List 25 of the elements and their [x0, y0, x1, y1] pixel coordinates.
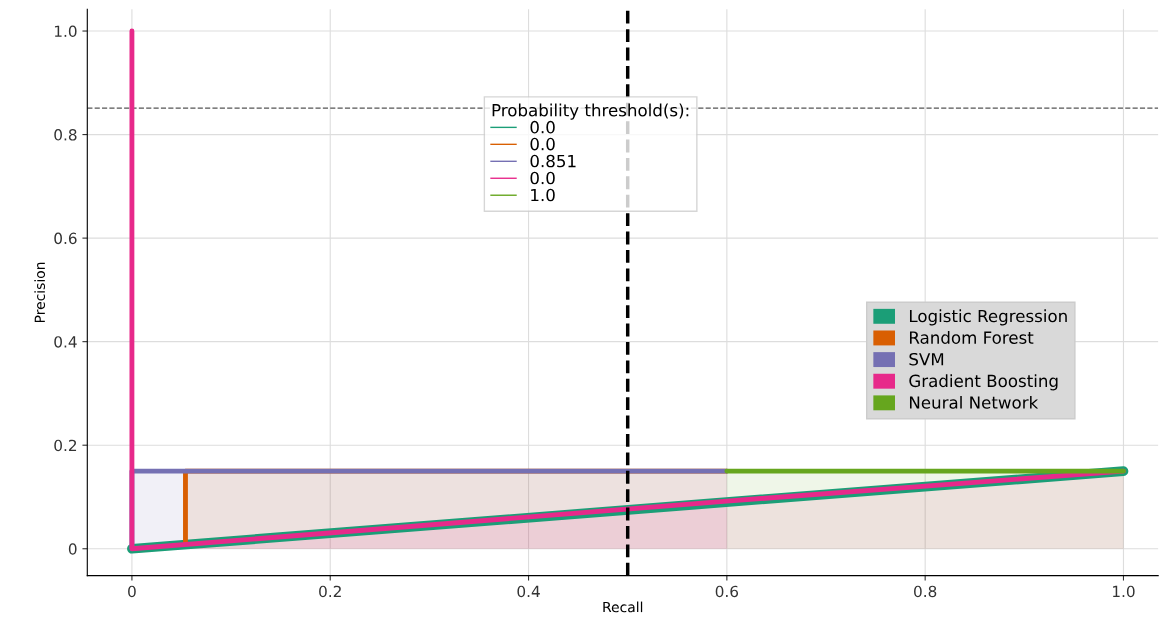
y-axis-title: Precision	[34, 262, 46, 323]
y-tick-label: 0	[68, 543, 77, 555]
x-tick-label: 0.4	[517, 585, 540, 598]
legend-label: SVM	[909, 352, 944, 366]
x-tick-label: 0.8	[914, 585, 937, 598]
annotation: 0.0	[530, 171, 555, 185]
annotation: 1.0	[531, 188, 555, 202]
x-tick-label: 1.0	[1113, 585, 1135, 598]
y-tick-label: 0.8	[54, 129, 77, 141]
y-tick-label: 0.6	[54, 232, 77, 245]
annotation: 0.0	[530, 120, 555, 134]
y-tick-label: 0.2	[54, 439, 77, 452]
legend-label: Gradient Boosting	[909, 374, 1058, 391]
y-tick-label: 1.0	[54, 25, 77, 38]
x-axis-title: Recall	[603, 601, 643, 613]
x-tick-label: 0.6	[715, 585, 739, 598]
x-tick-label: 0	[128, 585, 136, 598]
legend-title: Probability threshold(s):	[492, 103, 689, 120]
annotation: 0.851	[530, 154, 576, 168]
annotation: 0.0	[530, 137, 555, 151]
x-tick-label: 0.2	[319, 585, 341, 598]
legend-label: Neural Network	[909, 395, 1039, 409]
y-tick-label: 0.4	[54, 336, 77, 348]
legend-label: Logistic Regression	[909, 309, 1067, 326]
legend-label: Random Forest	[909, 331, 1034, 344]
